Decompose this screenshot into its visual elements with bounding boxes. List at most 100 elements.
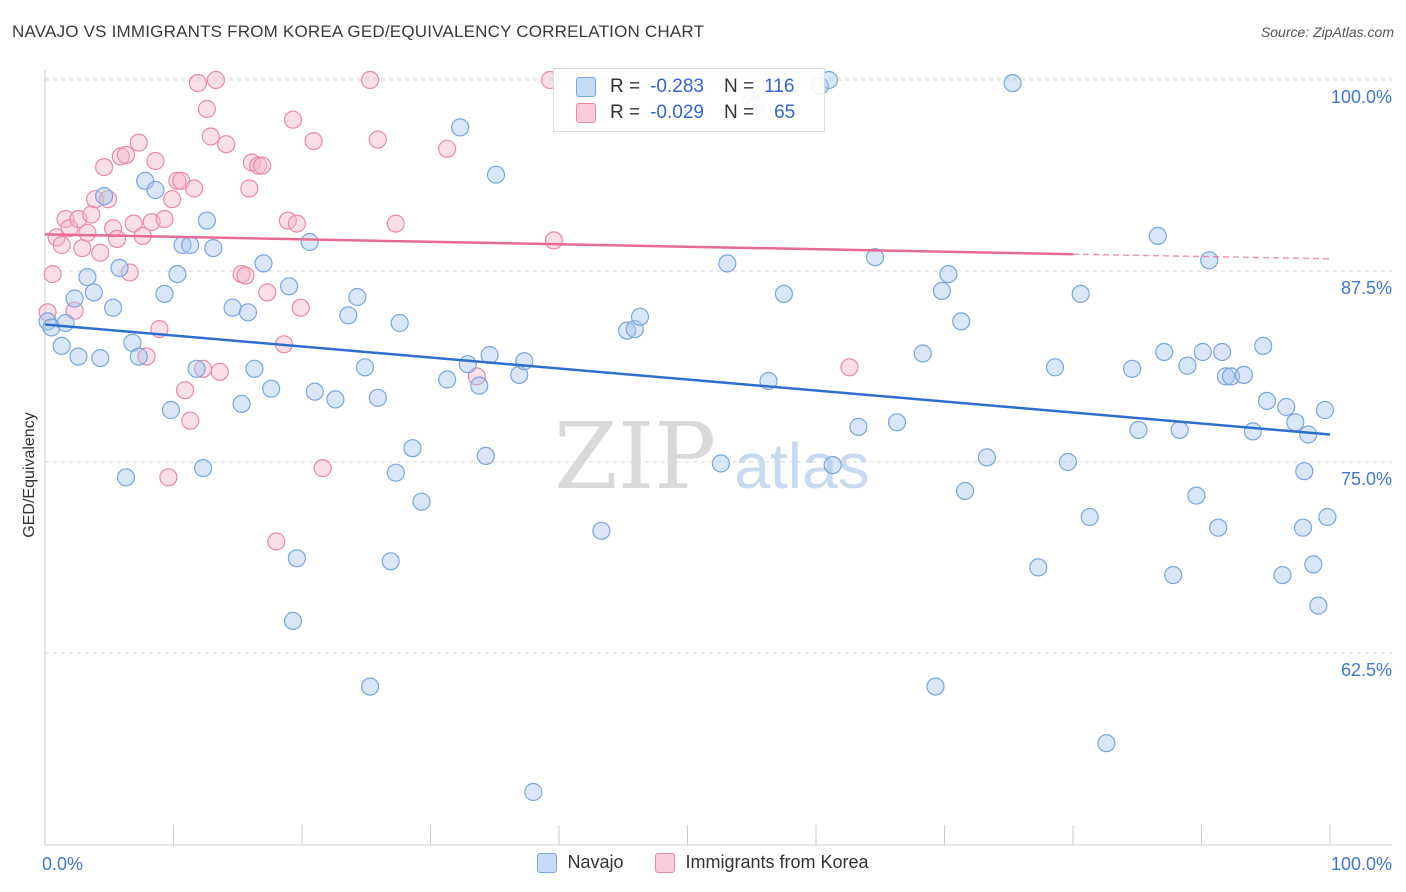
navajo-point[interactable] (197, 211, 216, 230)
navajo-point[interactable] (245, 359, 264, 378)
navajo-point[interactable] (1257, 391, 1277, 410)
navajo-point[interactable] (1187, 486, 1206, 505)
navajo-point[interactable] (1178, 356, 1197, 375)
navajo-point[interactable] (849, 417, 868, 436)
navajo-point[interactable] (326, 390, 345, 409)
navajo-point[interactable] (913, 344, 932, 363)
korea-point[interactable] (146, 151, 165, 171)
navajo-point[interactable] (1122, 359, 1142, 378)
korea-point[interactable] (210, 362, 229, 381)
navajo-point[interactable] (458, 355, 477, 374)
navajo-point[interactable] (926, 677, 945, 696)
navajo-point[interactable] (1003, 73, 1022, 93)
navajo-point[interactable] (1315, 400, 1335, 420)
navajo-point[interactable] (932, 281, 952, 300)
navajo-point[interactable] (451, 118, 470, 137)
navajo-point[interactable] (1097, 734, 1116, 753)
navajo-point[interactable] (1129, 420, 1148, 439)
navajo-point[interactable] (617, 321, 637, 340)
navajo-point[interactable] (1299, 425, 1318, 444)
navajo-point[interactable] (1029, 558, 1048, 577)
korea-point[interactable] (544, 231, 564, 250)
korea-point[interactable] (163, 190, 182, 209)
korea-point[interactable] (361, 70, 380, 90)
navajo-point[interactable] (69, 347, 88, 366)
navajo-point[interactable] (78, 268, 97, 287)
navajo-point[interactable] (381, 552, 400, 571)
navajo-point[interactable] (486, 165, 506, 184)
navajo-point[interactable] (524, 782, 543, 802)
navajo-point[interactable] (1080, 507, 1099, 527)
navajo-point[interactable] (103, 298, 123, 317)
navajo-point[interactable] (1295, 462, 1314, 481)
korea-point[interactable] (258, 283, 277, 302)
navajo-point[interactable] (1071, 284, 1090, 303)
navajo-point[interactable] (223, 298, 242, 317)
korea-point[interactable] (267, 532, 286, 551)
navajo-point[interactable] (1243, 422, 1263, 441)
navajo-point[interactable] (1148, 226, 1167, 245)
korea-point[interactable] (253, 156, 272, 175)
korea-point[interactable] (197, 99, 216, 119)
navajo-point[interactable] (91, 349, 110, 368)
navajo-point[interactable] (887, 413, 907, 432)
navajo-point[interactable] (204, 239, 223, 258)
navajo-point[interactable] (1209, 518, 1228, 537)
navajo-point[interactable] (1164, 565, 1183, 585)
korea-point[interactable] (287, 214, 306, 233)
navajo-point[interactable] (1234, 365, 1254, 384)
navajo-point[interactable] (168, 265, 187, 284)
navajo-point[interactable] (1216, 367, 1236, 386)
korea-point[interactable] (78, 223, 97, 242)
navajo-point[interactable] (718, 254, 737, 273)
navajo-point[interactable] (1286, 413, 1305, 432)
korea-point[interactable] (56, 209, 75, 229)
navajo-point[interactable] (823, 456, 842, 475)
navajo-point[interactable] (592, 521, 611, 540)
korea-point[interactable] (155, 209, 174, 229)
korea-point[interactable] (206, 70, 225, 90)
navajo-point[interactable] (510, 365, 529, 384)
navajo-point[interactable] (1309, 596, 1328, 615)
korea-point[interactable] (159, 468, 178, 487)
korea-point[interactable] (240, 179, 259, 198)
navajo-point[interactable] (355, 358, 375, 377)
navajo-point[interactable] (287, 549, 306, 568)
navajo-point[interactable] (280, 277, 299, 296)
navajo-point[interactable] (438, 370, 457, 389)
korea-point[interactable] (283, 110, 303, 129)
korea-point[interactable] (124, 214, 143, 233)
navajo-point[interactable] (368, 388, 387, 407)
navajo-point[interactable] (1212, 342, 1232, 362)
navajo-point[interactable] (42, 318, 61, 337)
navajo-point[interactable] (1293, 518, 1313, 537)
navajo-point[interactable] (1170, 420, 1189, 439)
korea-point[interactable] (313, 459, 332, 478)
navajo-point[interactable] (84, 283, 103, 302)
navajo-point[interactable] (232, 394, 251, 413)
navajo-point[interactable] (1273, 565, 1292, 585)
navajo-point[interactable] (977, 448, 997, 467)
navajo-point[interactable] (774, 284, 794, 303)
navajo-point[interactable] (146, 180, 165, 200)
korea-point[interactable] (107, 229, 127, 248)
navajo-point[interactable] (65, 289, 84, 308)
korea-point[interactable] (840, 358, 859, 377)
korea-point[interactable] (73, 239, 92, 258)
korea-point[interactable] (368, 130, 387, 149)
korea-point[interactable] (249, 156, 268, 175)
korea-point[interactable] (304, 132, 323, 151)
navajo-point[interactable] (952, 312, 971, 331)
navajo-point[interactable] (348, 287, 367, 307)
korea-point[interactable] (91, 243, 110, 262)
korea-point[interactable] (291, 298, 310, 317)
navajo-point[interactable] (630, 307, 650, 326)
korea-point[interactable] (176, 381, 195, 400)
navajo-point[interactable] (305, 382, 324, 401)
korea-point[interactable] (217, 135, 236, 154)
navajo-point[interactable] (254, 254, 273, 273)
navajo-point[interactable] (94, 187, 114, 206)
korea-point[interactable] (185, 179, 204, 198)
korea-point[interactable] (188, 73, 207, 93)
navajo-point[interactable] (412, 492, 431, 511)
